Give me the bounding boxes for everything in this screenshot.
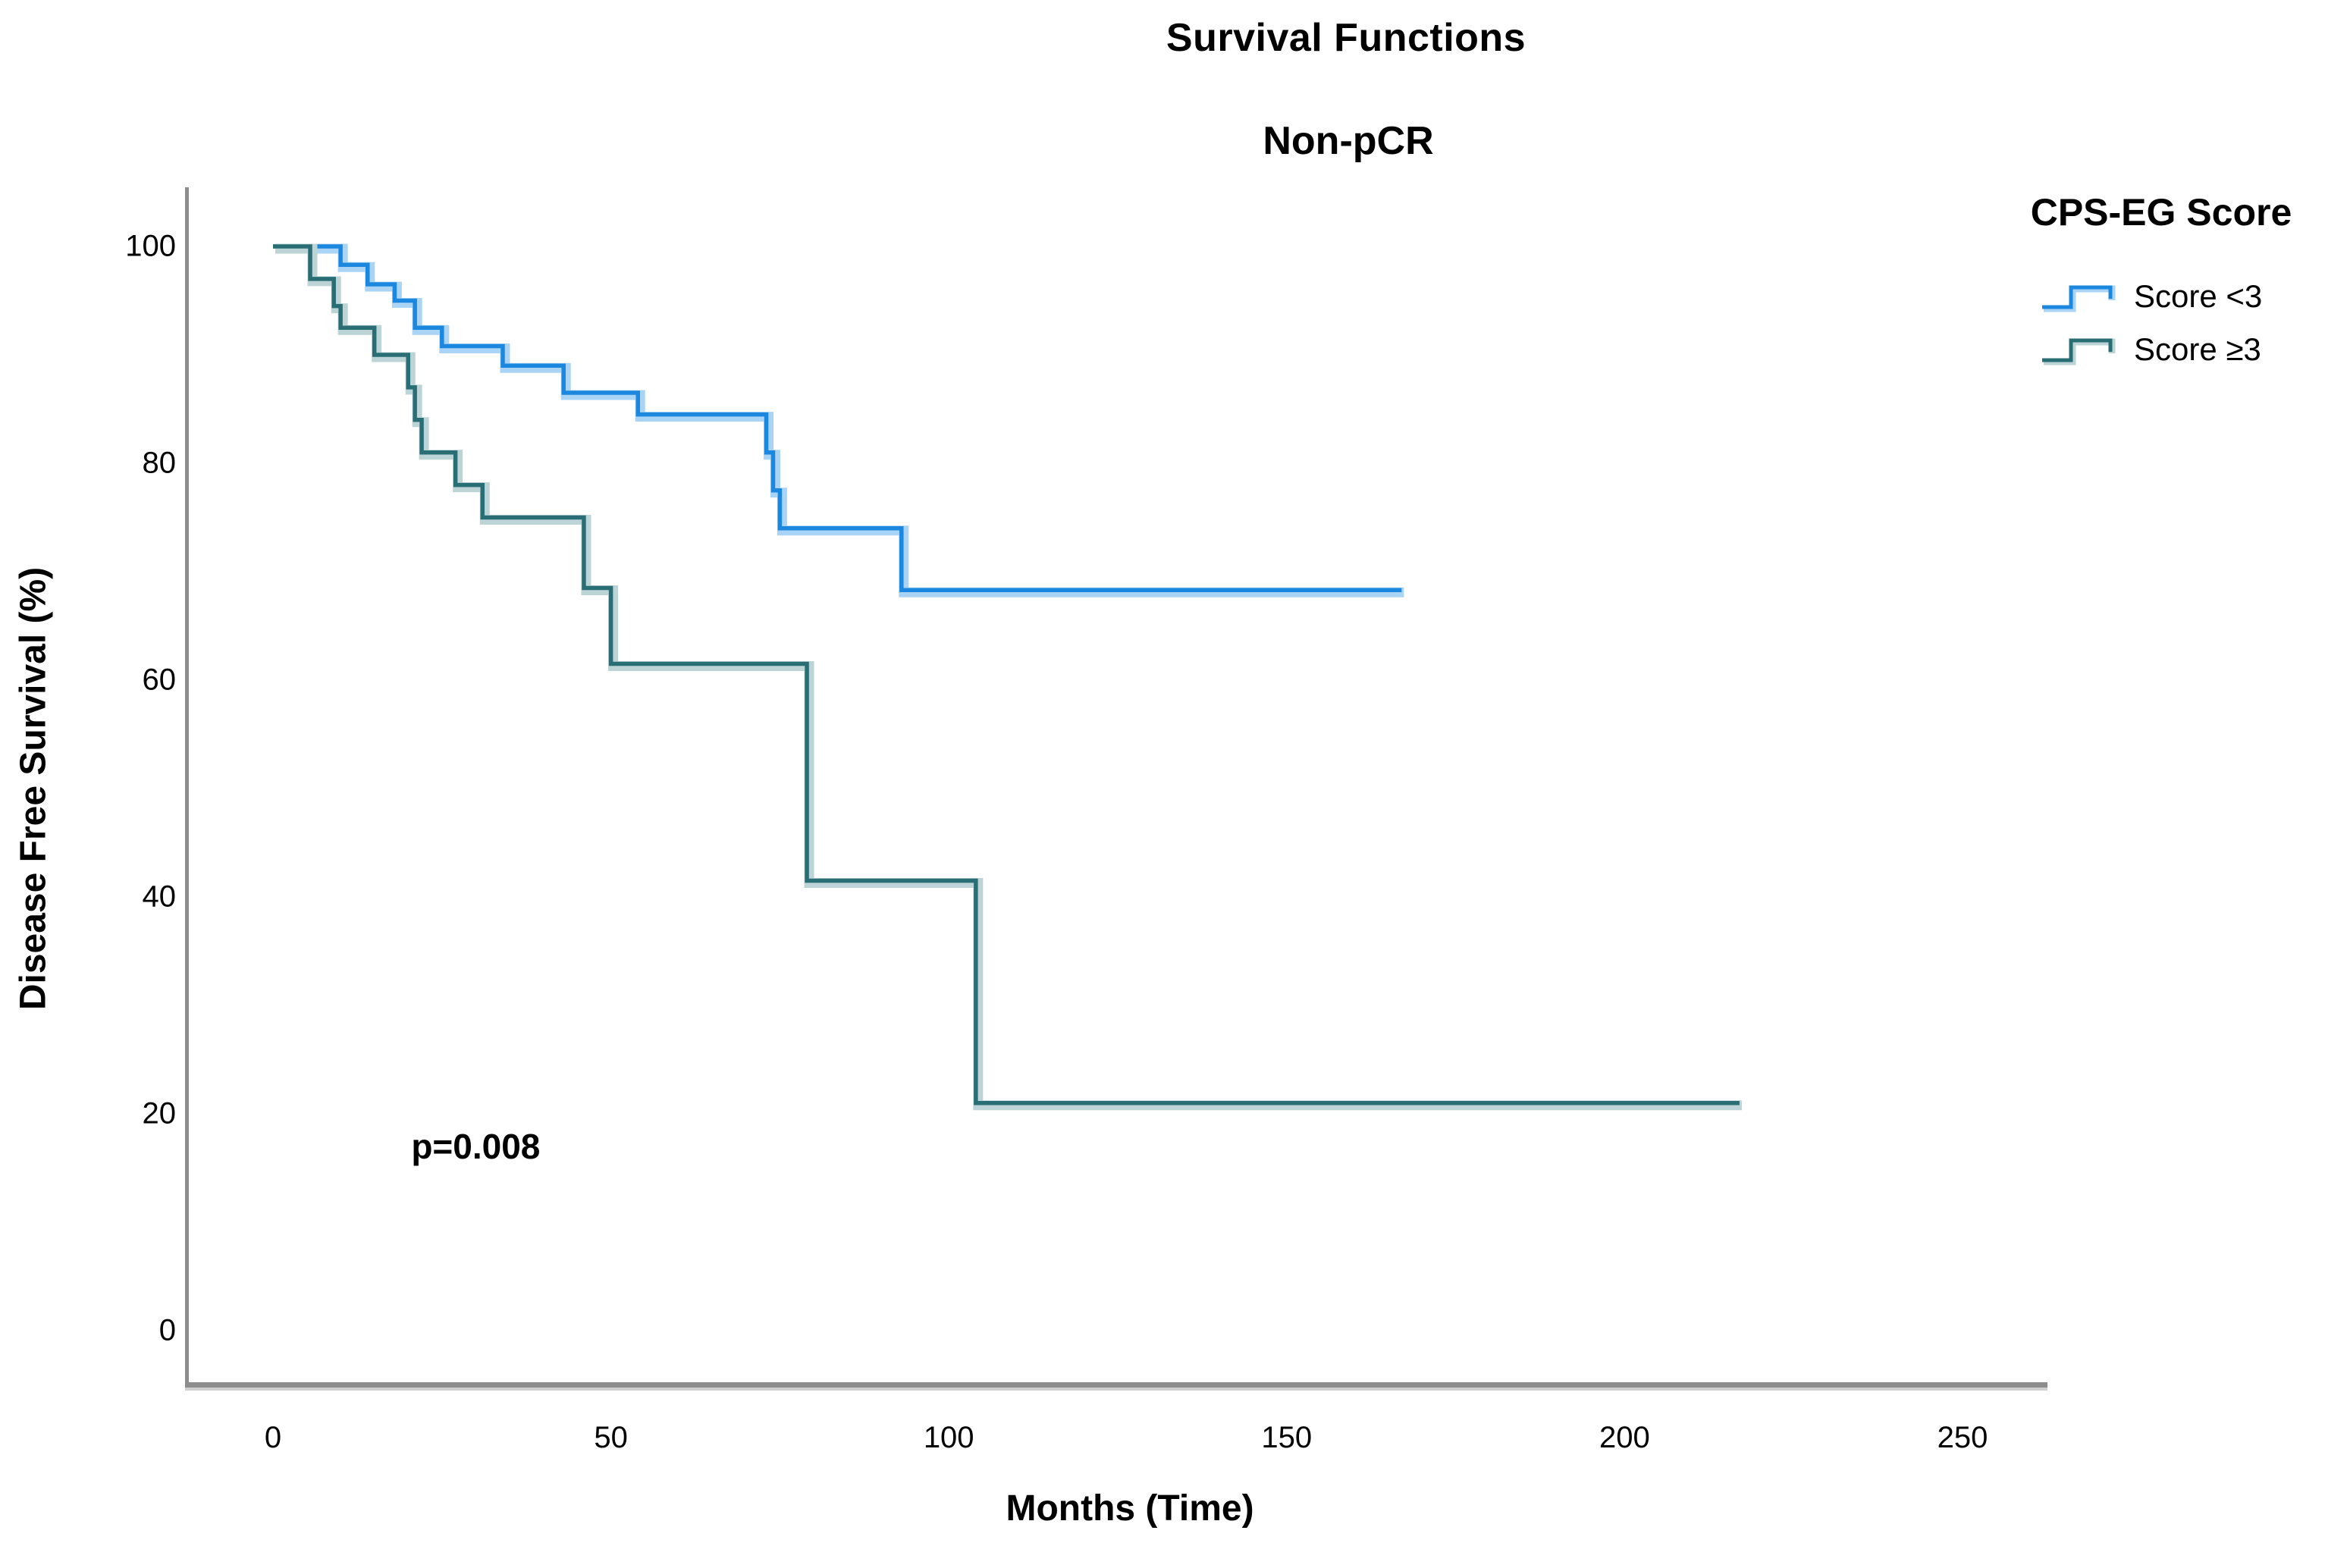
legend-item-label: Score <3 <box>2134 278 2263 314</box>
y-tick-label: 60 <box>142 663 177 697</box>
legend: CPS-EG Score Score <3 Score ≥3 <box>2002 188 2320 376</box>
km-curve-score-lt3 <box>273 244 1402 593</box>
plot-area-frame <box>185 187 2047 1388</box>
km-curve-halo <box>275 243 1404 597</box>
legend-step-line-icon <box>2042 338 2116 365</box>
x-tick-label: 200 <box>1599 1421 1650 1454</box>
y-tick-label: 20 <box>142 1096 177 1131</box>
x-axis-label: Months (Time) <box>1006 1488 1254 1529</box>
chart-title: Survival Functions <box>1166 16 1526 60</box>
legend-step-line-icon <box>2042 285 2116 312</box>
x-tick-label: 150 <box>1261 1421 1313 1454</box>
legend-item-label: Score ≥3 <box>2134 331 2261 367</box>
x-tick-label: 50 <box>594 1421 628 1454</box>
p-value-annotation: p=0.008 <box>411 1126 541 1166</box>
y-tick-label: 0 <box>158 1313 176 1347</box>
y-tick-label: 100 <box>125 229 176 263</box>
y-tick-label: 80 <box>142 446 177 480</box>
legend-title: CPS-EG Score <box>2030 191 2292 234</box>
x-tick-label: 250 <box>1937 1421 1988 1454</box>
x-tick-label: 100 <box>923 1421 974 1454</box>
km-curve-halo <box>275 243 1742 1111</box>
x-tick-label: 0 <box>264 1421 282 1454</box>
y-tick-label: 40 <box>142 880 177 914</box>
legend-item: Score <3 <box>2040 270 2320 323</box>
km-curve-score-ge3 <box>273 244 1740 1105</box>
legend-items: Score <3 Score ≥3 <box>2002 270 2320 376</box>
axis-baseline-shadow <box>185 1388 2047 1391</box>
chart-subtitle: Non-pCR <box>1263 119 1434 163</box>
legend-item: Score ≥3 <box>2040 323 2320 376</box>
